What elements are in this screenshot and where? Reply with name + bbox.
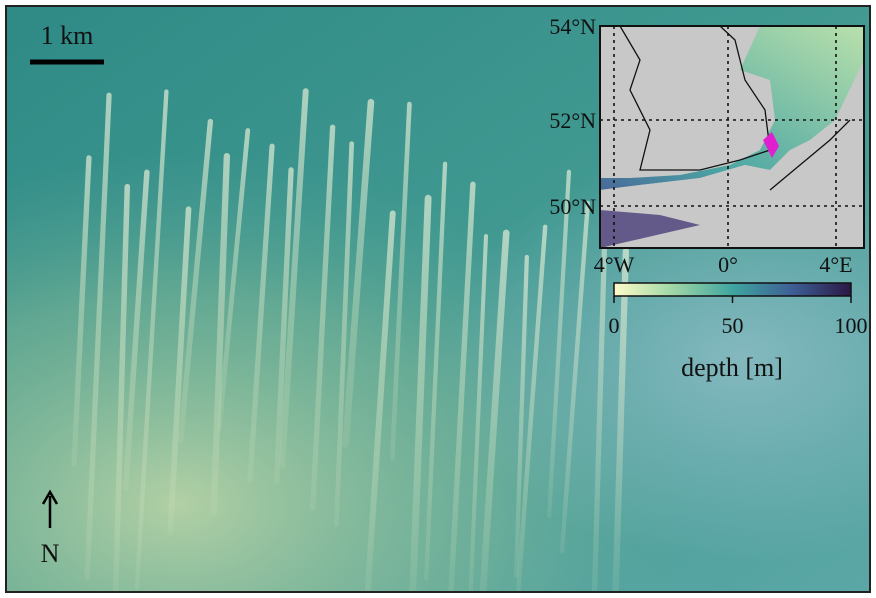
- north-label: N: [41, 539, 60, 568]
- colorbar: [614, 283, 851, 296]
- scale-label: 1 km: [41, 21, 94, 50]
- colorbar-tick-label: 100: [835, 313, 868, 338]
- lon-label: 4°E: [819, 252, 852, 277]
- lat-label: 50°N: [549, 194, 596, 219]
- lon-label: 0°: [718, 252, 738, 277]
- lat-label: 52°N: [549, 108, 596, 133]
- satellite-figure: 1 km N 54°N 52°N 50°N 4°W 0° 4°E 0 50 100 depth…: [0, 0, 876, 598]
- lat-label: 54°N: [549, 14, 596, 39]
- inset-map: [600, 26, 864, 248]
- lon-label: 4°W: [594, 252, 635, 277]
- colorbar-tick-label: 50: [722, 313, 744, 338]
- colorbar-label: depth [m]: [681, 353, 783, 382]
- colorbar-tick-label: 0: [609, 313, 620, 338]
